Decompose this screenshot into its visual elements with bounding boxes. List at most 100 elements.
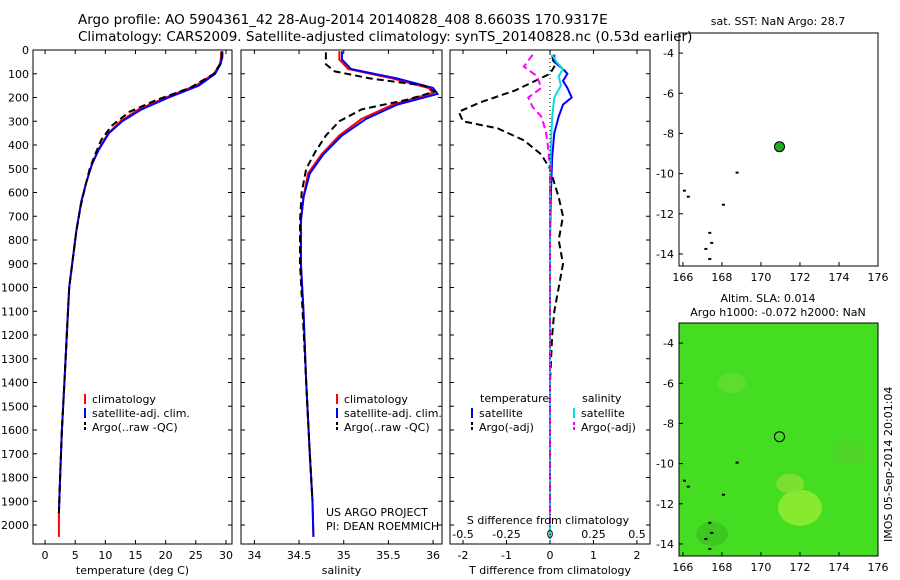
temperature-legend-label: climatology bbox=[92, 393, 156, 406]
sla-map-island bbox=[708, 521, 712, 524]
salinity-xlabel: salinity bbox=[322, 564, 362, 577]
salinity-legend-label: satellite-adj. clim. bbox=[344, 407, 442, 420]
difference-series-s-argo bbox=[522, 54, 551, 525]
temperature-ytick-label: 2000 bbox=[1, 519, 29, 532]
sla-map-island bbox=[686, 485, 690, 488]
sst-map-xtick-label: 168 bbox=[711, 271, 732, 284]
difference-legend-label: temperature bbox=[480, 392, 549, 405]
difference-s-tick-label: -0.5 bbox=[452, 528, 473, 541]
sst-map-frame bbox=[678, 32, 879, 267]
sst-map-ytick-label: -8 bbox=[663, 127, 674, 140]
temperature-xtick-label: 15 bbox=[129, 549, 143, 562]
difference-s-legend-label: Argo(-adj) bbox=[581, 421, 636, 434]
sst-map-xtick-label: 174 bbox=[828, 271, 849, 284]
sla-map-ytick-label: -10 bbox=[656, 458, 674, 471]
temperature-ytick-label: 200 bbox=[8, 92, 29, 105]
difference-xlabel2: S difference from climatology bbox=[467, 514, 630, 527]
sla-map-island bbox=[682, 479, 686, 482]
salinity-frame bbox=[240, 49, 443, 545]
temperature-ytick-label: 1700 bbox=[1, 448, 29, 461]
sst-map-island bbox=[704, 247, 708, 250]
temperature-xtick-label: 10 bbox=[98, 549, 112, 562]
difference-t-legend-label: Argo(-adj) bbox=[479, 421, 534, 434]
sst-map-xtick-label: 172 bbox=[789, 271, 810, 284]
imos-timestamp: IMOS 05-Sep-2014 20:01:04 bbox=[882, 386, 895, 542]
sla-map-xtick-label: 168 bbox=[711, 561, 732, 574]
sst-map-xtick-label: 170 bbox=[750, 271, 771, 284]
sla-map-subtitle: Argo h1000: -0.072 h2000: NaN bbox=[690, 306, 866, 319]
title-line-1: Argo profile: AO 5904361_42 28-Aug-2014 … bbox=[78, 12, 608, 28]
difference-series-t-satellite bbox=[549, 54, 573, 537]
sst-map-island bbox=[708, 257, 712, 260]
difference-series-t-argo bbox=[457, 54, 565, 525]
salinity-annotation: US ARGO PROJECT bbox=[326, 506, 428, 519]
sla-map-xtick-label: 170 bbox=[750, 561, 771, 574]
difference-xtick-label: -2 bbox=[458, 549, 469, 562]
temperature-series-climatology bbox=[57, 51, 223, 537]
salinity-series-argo bbox=[299, 52, 438, 502]
difference-t-legend-label: satellite bbox=[479, 407, 523, 420]
difference-xtick-label: -1 bbox=[501, 549, 512, 562]
sla-map-island bbox=[708, 547, 712, 550]
temperature-ytick-label: 900 bbox=[8, 258, 29, 271]
temperature-xtick-label: 25 bbox=[189, 549, 203, 562]
temperature-ytick-label: 1200 bbox=[1, 329, 29, 342]
temperature-xtick-label: 0 bbox=[42, 549, 49, 562]
difference-xlabel: T difference from climatology bbox=[468, 564, 631, 577]
sst-map-ytick-label: -10 bbox=[656, 168, 674, 181]
sla-map-island bbox=[735, 461, 739, 464]
sst-map-ytick-label: -12 bbox=[656, 208, 674, 221]
salinity-xtick-label: 34 bbox=[247, 549, 261, 562]
temperature-ytick-label: 600 bbox=[8, 187, 29, 200]
temperature-ytick-label: 1500 bbox=[1, 400, 29, 413]
difference-s-tick-label: 0 bbox=[547, 528, 554, 541]
salinity-series-satellite bbox=[299, 51, 440, 537]
sst-map-title: sat. SST: NaN Argo: 28.7 bbox=[711, 15, 845, 28]
sla-map-field-patch bbox=[696, 521, 729, 546]
sla-map-island bbox=[704, 537, 708, 540]
temperature-ytick-label: 300 bbox=[8, 115, 29, 128]
sla-map-island bbox=[721, 493, 725, 496]
salinity-annotation: PI: DEAN ROEMMICH bbox=[326, 520, 439, 533]
temperature-legend-label: satellite-adj. clim. bbox=[92, 407, 190, 420]
difference-legend-label: salinity bbox=[582, 392, 622, 405]
sla-map-ytick-label: -14 bbox=[656, 538, 674, 551]
temperature-ytick-label: 1300 bbox=[1, 353, 29, 366]
temperature-ytick-label: 1600 bbox=[1, 424, 29, 437]
sla-map-xtick-label: 172 bbox=[789, 561, 810, 574]
temperature-ytick-label: 1100 bbox=[1, 305, 29, 318]
difference-s-tick-label: 0.25 bbox=[581, 528, 606, 541]
salinity-xtick-label: 35 bbox=[337, 549, 351, 562]
difference-xtick-label: 0 bbox=[547, 549, 554, 562]
sla-map-ytick-label: -4 bbox=[663, 337, 674, 350]
sla-map-xtick-label: 174 bbox=[828, 561, 849, 574]
temperature-legend-label: Argo(..raw -QC) bbox=[92, 421, 178, 434]
difference-s-tick-label: -0.25 bbox=[492, 528, 520, 541]
sst-map-xtick-label: 176 bbox=[868, 271, 889, 284]
sla-map-island bbox=[710, 531, 714, 534]
salinity-xtick-label: 34.5 bbox=[287, 549, 312, 562]
sla-map-field bbox=[679, 323, 878, 556]
sst-map-island bbox=[721, 203, 725, 206]
sst-map-argo-marker bbox=[773, 141, 785, 153]
sst-map-island bbox=[708, 231, 712, 234]
difference-s-legend-label: satellite bbox=[581, 407, 625, 420]
sst-map-ytick-label: -6 bbox=[663, 87, 674, 100]
temperature-ytick-label: 400 bbox=[8, 139, 29, 152]
temperature-ytick-label: 800 bbox=[8, 234, 29, 247]
salinity-xtick-label: 36 bbox=[426, 549, 440, 562]
sla-map-title: Altim. SLA: 0.014 bbox=[720, 292, 815, 305]
temperature-ytick-label: 1800 bbox=[1, 472, 29, 485]
temperature-ytick-label: 1400 bbox=[1, 377, 29, 390]
title-line-2: Climatology: CARS2009. Satellite-adjuste… bbox=[78, 29, 693, 45]
sla-map-ytick-label: -8 bbox=[663, 417, 674, 430]
sla-map-field-patch bbox=[777, 489, 822, 526]
sst-map-ytick-label: -4 bbox=[663, 47, 674, 60]
sst-map-ytick-label: -14 bbox=[656, 248, 674, 261]
temperature-ytick-label: 1900 bbox=[1, 495, 29, 508]
sla-map-argo-marker bbox=[773, 431, 785, 443]
sst-map-xtick-label: 166 bbox=[672, 271, 693, 284]
temperature-xtick-label: 5 bbox=[72, 549, 79, 562]
temperature-xtick-label: 30 bbox=[219, 549, 233, 562]
